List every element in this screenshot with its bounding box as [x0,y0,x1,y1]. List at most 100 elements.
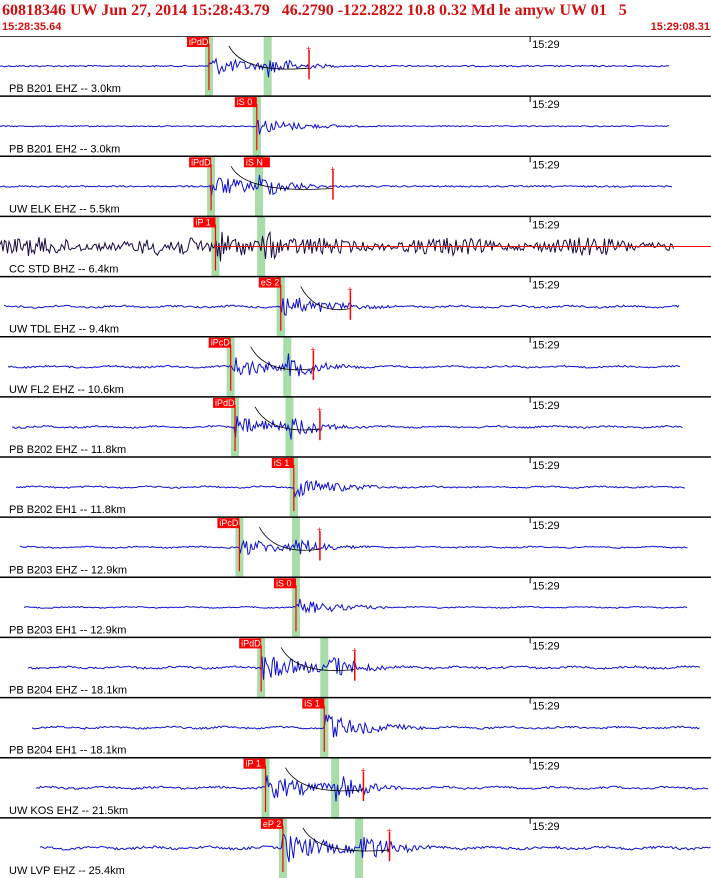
coda-curve [228,45,310,70]
coda-curve [302,827,390,852]
station-label: UW FL2 EHZ -- 10.6km [9,384,124,396]
trace-row: iS 1 15:29 PB B202 EH1 -- 11.8km [0,456,711,518]
coda-curve [230,166,334,190]
pick-label-box [234,97,257,108]
pick-label: iS 0 [276,578,292,588]
second-pick-label: iS N [246,157,263,167]
trace-row: eP 2 + 15:29 UW LVP EHZ -- 25.4km [0,817,711,878]
window-end-time: 15:29:08.31 [650,21,710,33]
pick-label-box [273,578,296,589]
pick-label-box [271,458,294,468]
waveform [0,230,674,262]
end-marker-plus: + [310,345,315,355]
time-tick-label: 15:29 [532,39,560,51]
station-label: UW TDL EHZ -- 9.4km [9,324,119,336]
trace-row: iPcD + 15:29 UW FL2 EHZ -- 10.6km [0,335,711,397]
trace-row: iPcD + 15:29 PB B203 EHZ -- 12.9km [0,516,711,578]
pick-label-box [243,758,266,769]
end-marker-plus: + [360,766,365,776]
window-start-time: 15:28:35.64 [2,21,62,33]
waveform [31,713,700,738]
waveform [35,775,709,802]
pick-label: iS 1 [304,699,320,709]
s-window-band [254,156,263,217]
pick-label: iS 1 [274,458,290,468]
coda-curve [250,346,314,371]
end-marker-plus: + [317,525,322,535]
waveform [23,598,688,614]
second-pick-label-box [243,157,270,168]
end-marker-plus: + [317,405,322,415]
pick-label: iP 1 [195,217,210,227]
waveform [39,832,711,863]
trace-row: iS 1 15:29 PB B204 EH1 -- 18.1km [0,696,711,758]
trace-row: iPdD + 15:29 PB B202 EHZ -- 11.8km [0,396,711,457]
coda-curve [280,647,355,671]
pick-label: iP 1 [246,759,261,769]
pick-label: iS 0 [237,97,253,107]
pick-label: iPdD [215,398,235,408]
header: 60818346 UW Jun 27, 2014 15:28:43.79 46.… [0,0,711,36]
pick-label-box [208,337,231,348]
time-tick-label: 15:29 [532,340,560,352]
end-marker-plus: + [306,44,311,54]
station-label: PB B202 EHZ -- 11.8km [9,444,126,456]
trace-row: iPdD + 15:29 PB B204 EHZ -- 18.1km [0,636,711,698]
s-window-band [285,396,294,457]
pick-label: iPcD [219,518,239,528]
waveform [0,174,673,196]
seismogram-plot: iPdD + 15:29 PB B201 EHZ -- 3.0km iS 0 15:29 P… [0,36,711,878]
station-label: PB B204 EH1 -- 18.1km [9,745,126,757]
time-tick-label: 15:29 [532,761,560,773]
coda-curve [285,767,364,792]
pick-label-box [260,818,283,829]
trace-row: iP 1 + 15:29 UW KOS EHZ -- 21.5km [0,756,711,818]
coda-curve [254,406,320,431]
trace-row: iP 1 15:29 CC STD BHZ -- 6.4km [0,215,711,277]
waveform [11,415,683,440]
pick-label-box [258,277,281,288]
waveform [19,538,688,556]
pick-label-box [186,37,209,47]
coda-curve [300,286,351,311]
coda-curve [259,526,320,551]
pick-label: eP 2 [263,819,281,829]
pick-label: iPdD [241,638,261,648]
trace-row: iPdD iS N + 15:29 UW ELK EHZ -- 5.5km [0,155,711,217]
pick-label-box [239,638,262,649]
station-label: UW ELK EHZ -- 5.5km [9,203,120,215]
time-tick-label: 15:29 [532,280,560,292]
end-marker-plus: + [330,164,335,174]
station-label: PB B203 EH1 -- 12.9km [9,624,126,636]
trace-row: iPdD + 15:29 PB B201 EHZ -- 3.0km [0,36,711,97]
waveform [27,656,701,680]
station-label: PB B201 EHZ -- 3.0km [9,83,121,95]
pick-label: eS 2 [261,278,280,288]
pick-label-box [189,157,212,168]
time-tick-label: 15:29 [532,460,560,472]
s-window-band [291,517,300,578]
station-label: PB B202 EH1 -- 11.8km [9,504,126,516]
pick-label-box [217,518,240,529]
end-marker-plus: + [347,285,352,295]
station-label: UW LVP EHZ -- 25.4km [9,865,125,877]
waveform [15,479,686,498]
station-label: PB B203 EHZ -- 12.9km [9,564,127,576]
s-window-band [320,637,329,698]
station-label: PB B204 EHZ -- 18.1km [9,685,127,697]
trace-row: eS 2 + 15:29 UW TDL EHZ -- 9.4km [0,275,711,337]
pick-label: iPdD [189,37,209,47]
waveform [0,57,670,78]
station-label: CC STD BHZ -- 6.4km [9,264,118,276]
end-marker-plus: + [352,645,357,655]
station-label: UW KOS EHZ -- 21.5km [9,805,128,817]
pick-label-box [302,698,325,709]
event-title: 60818346 UW Jun 27, 2014 15:28:43.79 46.… [2,2,627,19]
time-tick-label: 15:29 [532,99,560,111]
time-tick-label: 15:29 [532,219,560,231]
end-marker-plus: + [387,826,392,836]
waveform [0,119,669,135]
pick-label-box [213,397,236,408]
pick-label: iPdD [191,157,211,167]
time-tick-label: 15:29 [532,701,560,713]
